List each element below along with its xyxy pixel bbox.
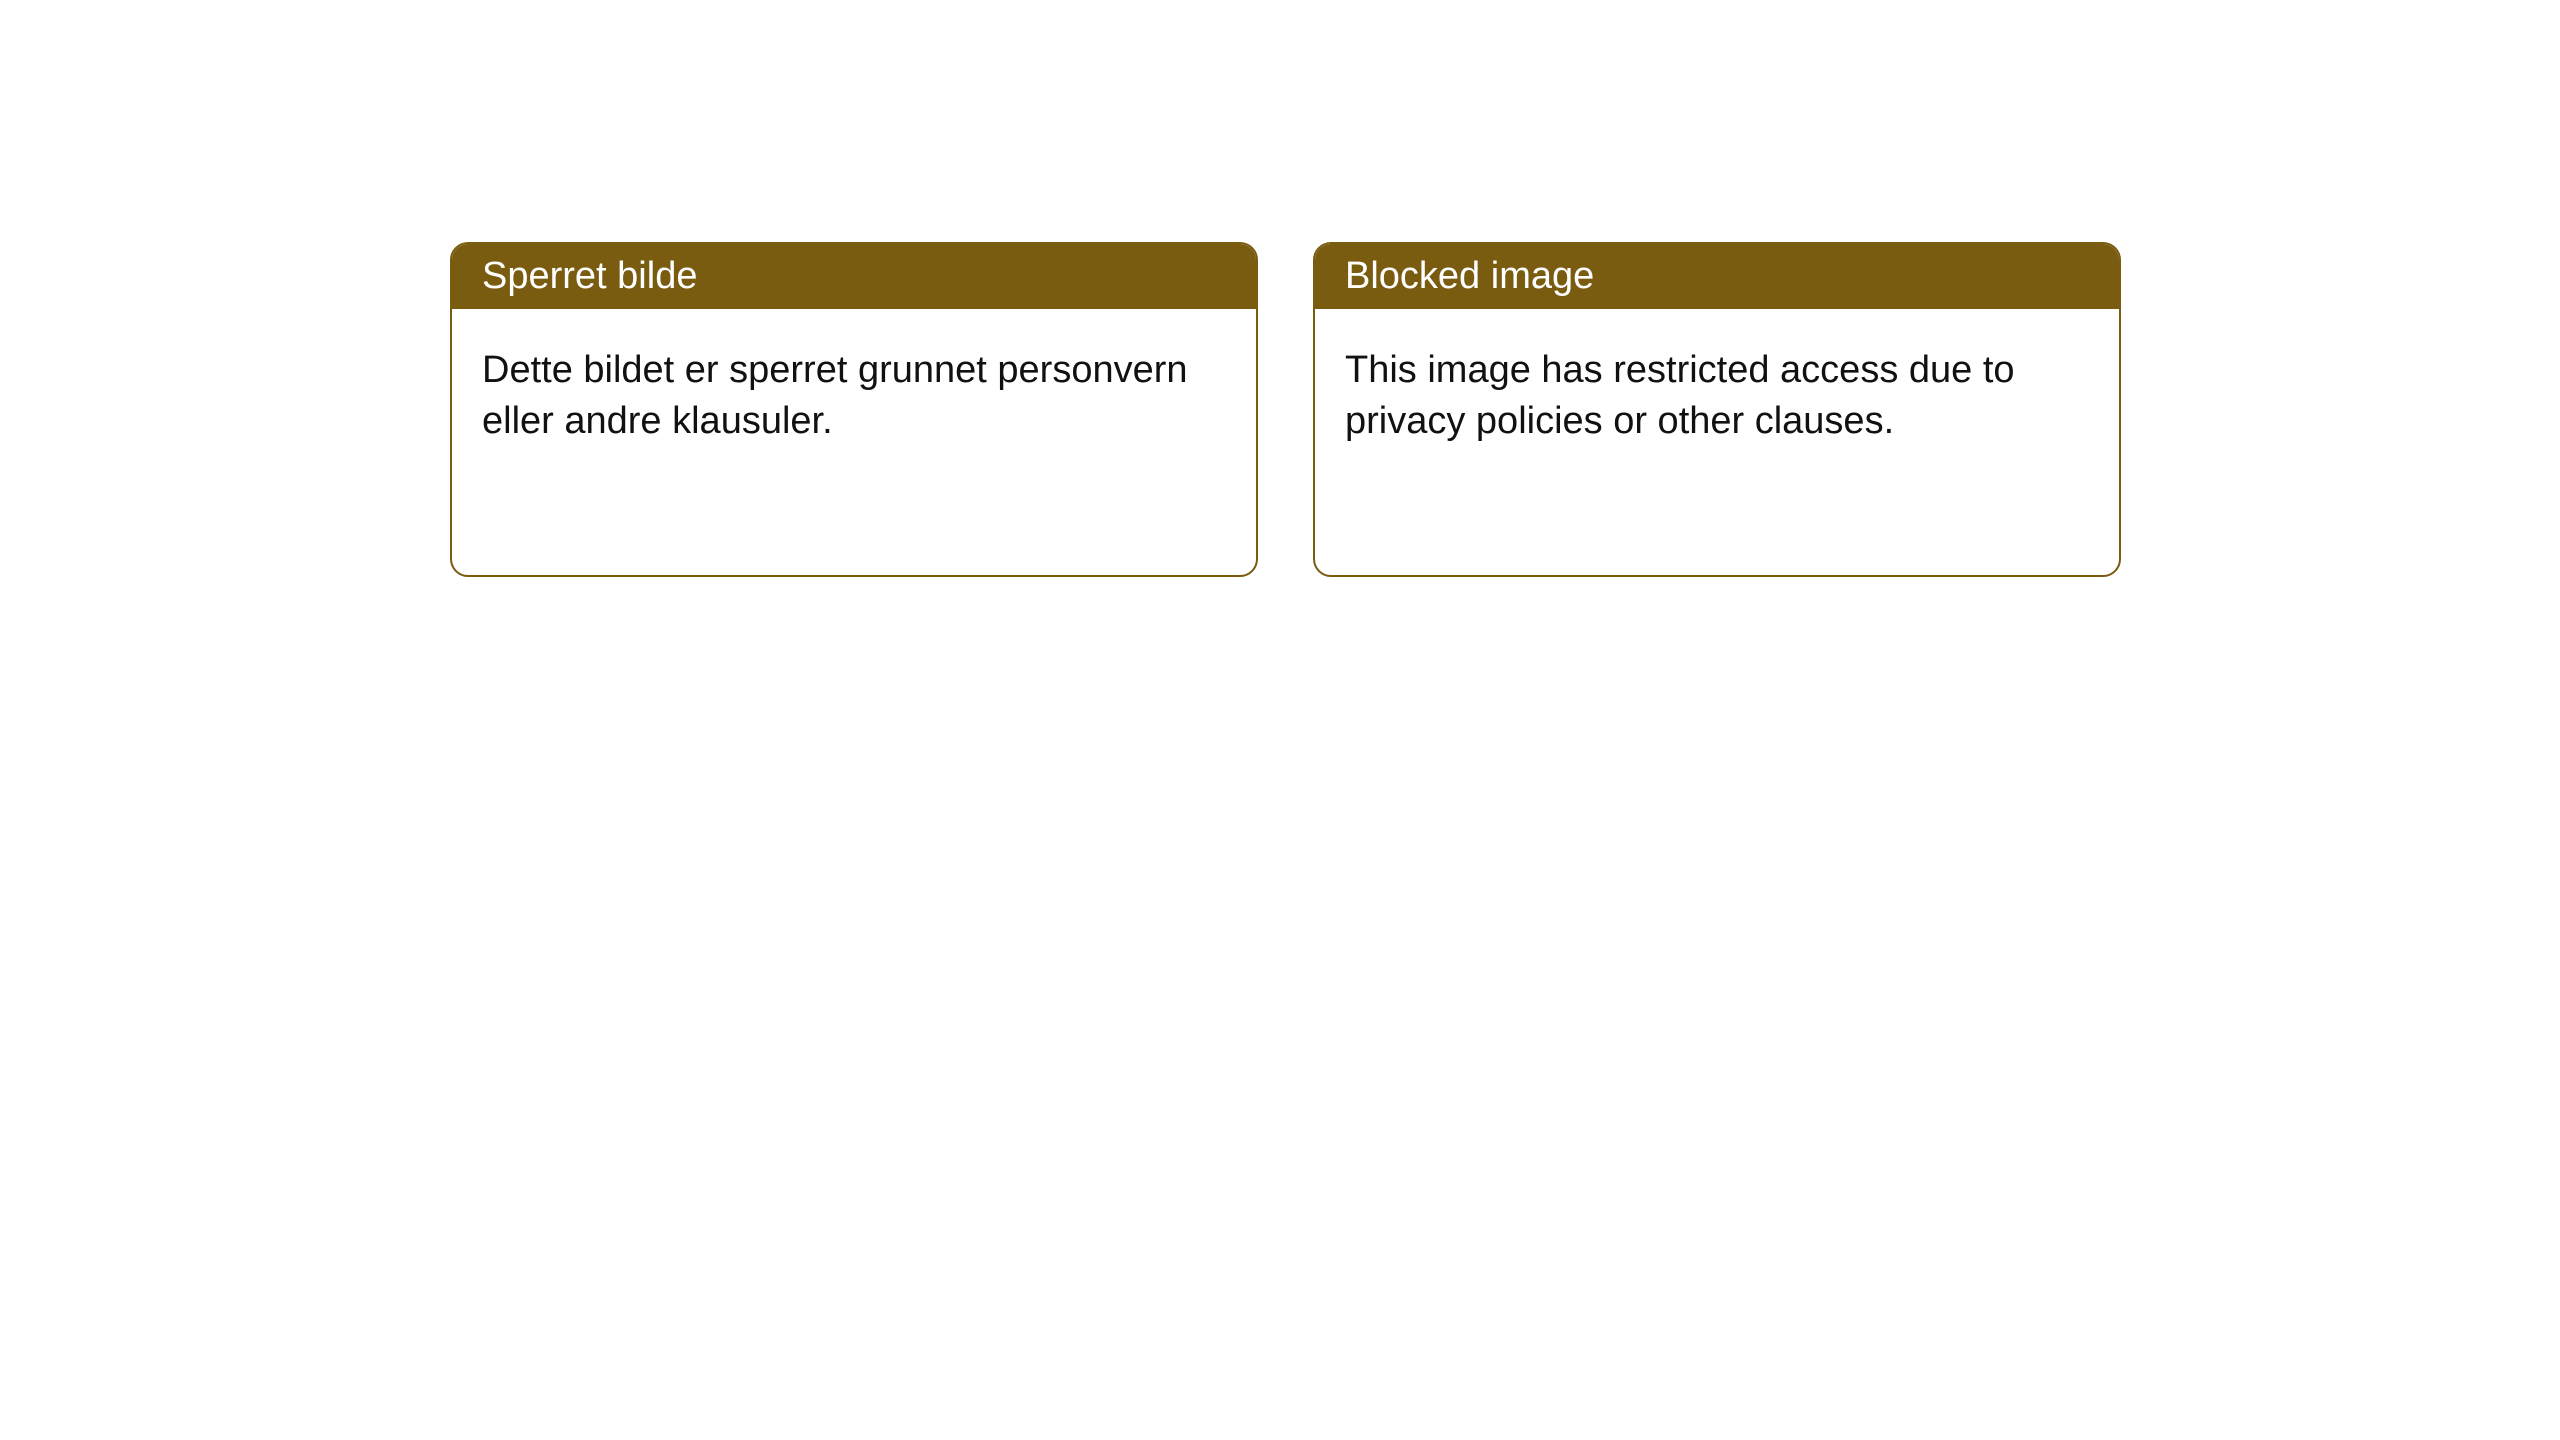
- notice-body-en: This image has restricted access due to …: [1315, 309, 2119, 482]
- notice-card-en: Blocked image This image has restricted …: [1313, 242, 2121, 577]
- notice-container: Sperret bilde Dette bildet er sperret gr…: [0, 0, 2560, 577]
- notice-title-en: Blocked image: [1315, 244, 2119, 309]
- notice-title-no: Sperret bilde: [452, 244, 1256, 309]
- notice-body-no: Dette bildet er sperret grunnet personve…: [452, 309, 1256, 482]
- notice-card-no: Sperret bilde Dette bildet er sperret gr…: [450, 242, 1258, 577]
